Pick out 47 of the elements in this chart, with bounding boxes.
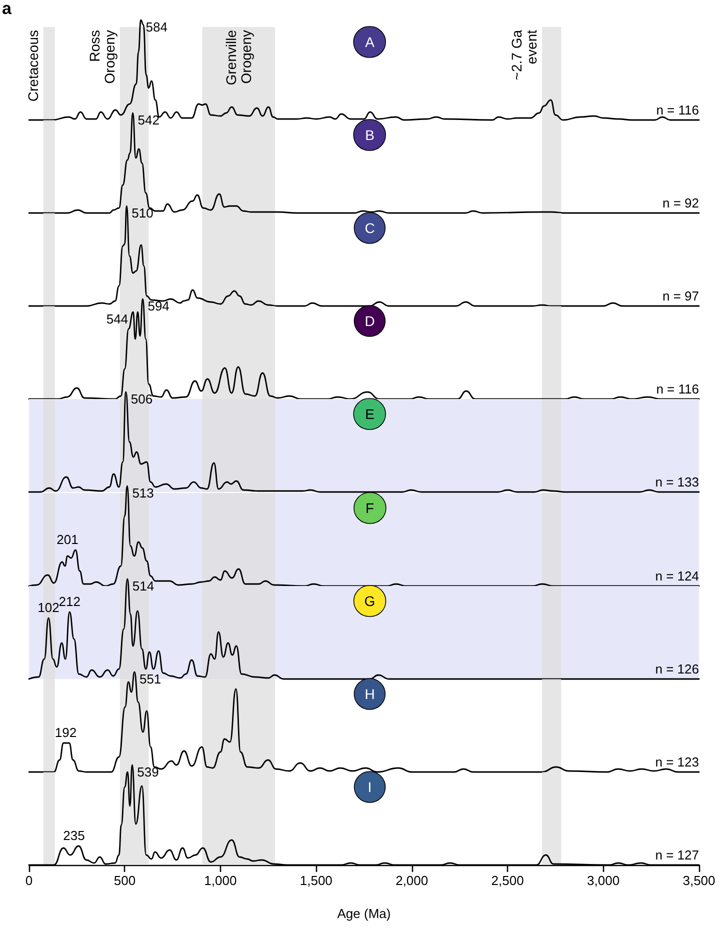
annotation: 506 bbox=[130, 392, 153, 407]
text: B bbox=[365, 127, 374, 144]
annotation: 514 bbox=[132, 578, 154, 594]
annotation: 513 bbox=[132, 485, 154, 500]
annotation: n = 92 bbox=[662, 196, 699, 211]
x-tick-label: 1,000 bbox=[204, 872, 237, 888]
annotation: n = 97 bbox=[662, 288, 699, 304]
text: D bbox=[364, 313, 375, 330]
x-tick-label: 2,500 bbox=[491, 872, 524, 888]
annotation: 539 bbox=[137, 764, 159, 780]
annotation: n = 126 bbox=[655, 661, 699, 676]
text: H bbox=[364, 686, 375, 702]
x-tick-label: 0 bbox=[25, 872, 33, 888]
annotation: 510 bbox=[132, 206, 154, 221]
annotation: 594 bbox=[148, 298, 170, 314]
band-label: Cretaceous bbox=[24, 30, 41, 102]
x-tick-label: 3,000 bbox=[587, 872, 620, 888]
chart-subtitle: a bbox=[2, 0, 12, 18]
annotation: n = 123 bbox=[655, 754, 699, 770]
annotation: 212 bbox=[58, 594, 80, 609]
annotation: 201 bbox=[56, 532, 78, 546]
text: E bbox=[365, 406, 374, 422]
text: F bbox=[365, 500, 374, 516]
x-tick-label: 1,500 bbox=[300, 872, 332, 888]
x-tick-label: 500 bbox=[114, 872, 136, 888]
x-tick-label: 2,000 bbox=[396, 872, 428, 888]
x-axis-title: Age (Ma) bbox=[337, 906, 391, 921]
x-tick-label: 3,500 bbox=[682, 872, 716, 888]
band-label: ~2.7 Ga event bbox=[508, 30, 540, 80]
annotation: 192 bbox=[54, 724, 77, 740]
annotation: n = 127 bbox=[655, 847, 699, 862]
annotation: 102 bbox=[38, 600, 60, 615]
text: C bbox=[364, 220, 375, 236]
annotation: 542 bbox=[138, 112, 160, 128]
annotation: 584 bbox=[146, 20, 168, 34]
annotation: n = 133 bbox=[655, 474, 699, 490]
annotation: 551 bbox=[139, 671, 162, 686]
band-label: Ross Orogeny bbox=[86, 30, 118, 84]
band-label: Grenville Orogeny bbox=[223, 30, 254, 86]
annotation: n = 124 bbox=[655, 568, 699, 583]
text: I bbox=[368, 778, 372, 795]
annotation: n = 116 bbox=[656, 102, 699, 118]
text: A bbox=[365, 34, 376, 50]
text: G bbox=[364, 592, 376, 609]
annotation: 544 bbox=[106, 312, 128, 327]
annotation: n = 116 bbox=[656, 382, 699, 397]
annotation: 235 bbox=[63, 828, 85, 843]
